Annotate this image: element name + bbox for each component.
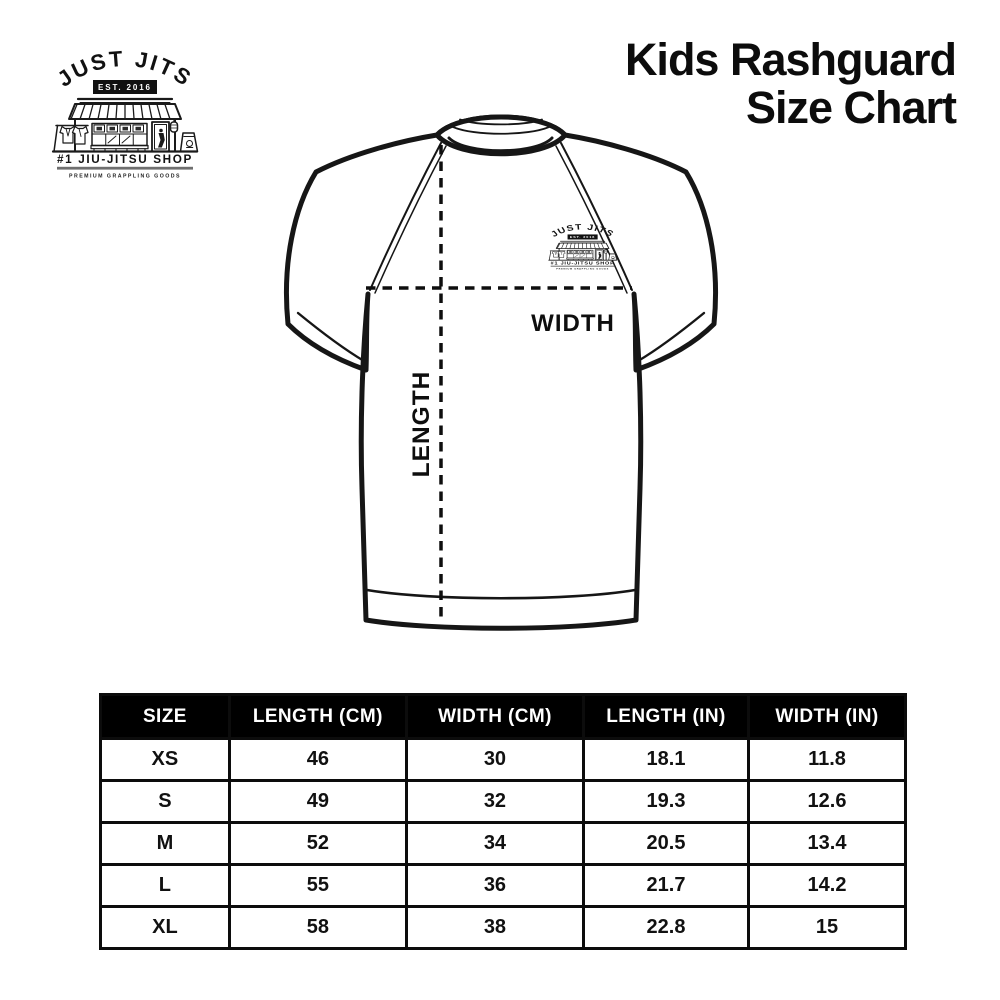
cell-size: S <box>99 779 231 824</box>
cell-size: XL <box>99 905 231 950</box>
cell-size: M <box>99 821 231 866</box>
cell-width-in: 13.4 <box>747 821 907 866</box>
raglan-seam-left <box>369 142 447 294</box>
cell-size: L <box>99 863 231 908</box>
table-row: L 55 36 21.7 14.2 <box>99 863 907 908</box>
cell-length-in: 20.5 <box>581 821 751 866</box>
table-row: M 52 34 20.5 13.4 <box>99 821 907 866</box>
page-title-line1: Kids Rashguard <box>624 34 957 85</box>
column-header: LENGTH (CM) <box>227 693 408 740</box>
brand-logo <box>51 44 199 181</box>
column-header: SIZE <box>99 693 231 740</box>
cell-width-cm: 36 <box>404 863 585 908</box>
cell-width-cm: 32 <box>404 779 585 824</box>
chest-logo <box>548 221 618 271</box>
collar <box>434 114 568 157</box>
shirt-outline <box>283 114 719 631</box>
cuff-seam-right <box>636 311 706 363</box>
column-header: LENGTH (IN) <box>581 693 751 740</box>
cell-length-cm: 55 <box>227 863 408 908</box>
hem-seam <box>365 588 637 600</box>
width-label: WIDTH <box>531 310 615 337</box>
table-row: XL 58 38 22.8 15 <box>99 905 907 950</box>
size-chart-header: SIZE LENGTH (CM) WIDTH (CM) LENGTH (IN) WIDT… <box>99 693 907 740</box>
size-chart-table: SIZE LENGTH (CM) WIDTH (CM) LENGTH (IN) WIDT… <box>99 693 907 950</box>
length-label: LENGTH <box>408 371 435 478</box>
table-row: S 49 32 19.3 12.6 <box>99 779 907 824</box>
cuff-seam-left <box>296 311 366 363</box>
cell-length-in: 22.8 <box>581 905 751 950</box>
cell-length-in: 21.7 <box>581 863 751 908</box>
page-title-line2: Size Chart <box>745 82 957 133</box>
cell-width-cm: 30 <box>404 737 585 782</box>
cell-width-cm: 34 <box>404 821 585 866</box>
column-header: WIDTH (CM) <box>404 693 585 740</box>
column-header: WIDTH (IN) <box>747 693 907 740</box>
cell-length-in: 18.1 <box>581 737 751 782</box>
cell-width-in: 12.6 <box>747 779 907 824</box>
cell-size: XS <box>99 737 231 782</box>
rashguard-diagram: WIDTH LENGTH <box>283 114 719 631</box>
cell-width-in: 14.2 <box>747 863 907 908</box>
table-row: XS 46 30 18.1 11.8 <box>99 737 907 782</box>
page-title: Kids Rashguard Size Chart <box>536 34 957 133</box>
size-chart-body: XS 46 30 18.1 11.8 S 49 32 19.3 12.6 M 5 <box>99 737 907 950</box>
cell-length-in: 19.3 <box>581 779 751 824</box>
cell-length-cm: 52 <box>227 821 408 866</box>
cell-length-cm: 46 <box>227 737 408 782</box>
cell-width-cm: 38 <box>404 905 585 950</box>
cell-length-cm: 49 <box>227 779 408 824</box>
raglan-seam-right <box>555 142 633 294</box>
cell-width-in: 15 <box>747 905 907 950</box>
header-row: SIZE LENGTH (CM) WIDTH (CM) LENGTH (IN) WIDT… <box>99 693 907 740</box>
cell-length-cm: 58 <box>227 905 408 950</box>
cell-width-in: 11.8 <box>747 737 907 782</box>
